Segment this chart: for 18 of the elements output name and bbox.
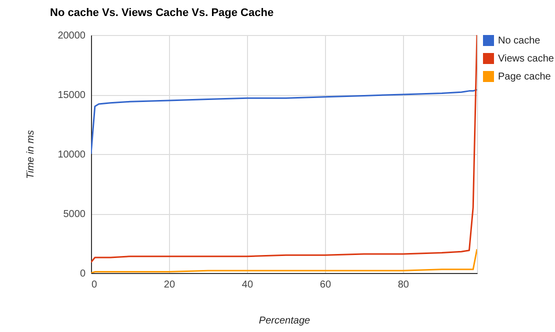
chart-title: No cache Vs. Views Cache Vs. Page Cache — [50, 7, 274, 19]
y-axis-title: Time in ms — [26, 130, 37, 179]
x-tick-label: 40 — [242, 280, 254, 290]
x-tick-label: 20 — [164, 280, 176, 290]
y-tick-label: 20000 — [58, 30, 86, 42]
line-series — [91, 88, 477, 155]
x-tick-label: 60 — [320, 280, 332, 290]
y-tick-label: 5000 — [63, 209, 86, 220]
line-series — [91, 35, 477, 264]
legend-label: Views cache — [498, 54, 554, 64]
y-tick-label: 0 — [80, 268, 86, 280]
x-tick-label: 0 — [92, 280, 98, 290]
legend-label: No cache — [498, 36, 541, 46]
y-tick-label: 10000 — [58, 150, 86, 160]
x-tick-label: 80 — [398, 280, 410, 290]
y-tick-label: 15000 — [58, 90, 86, 101]
x-axis-title: Percentage — [258, 316, 311, 326]
legend-label: Page cache — [498, 72, 552, 82]
